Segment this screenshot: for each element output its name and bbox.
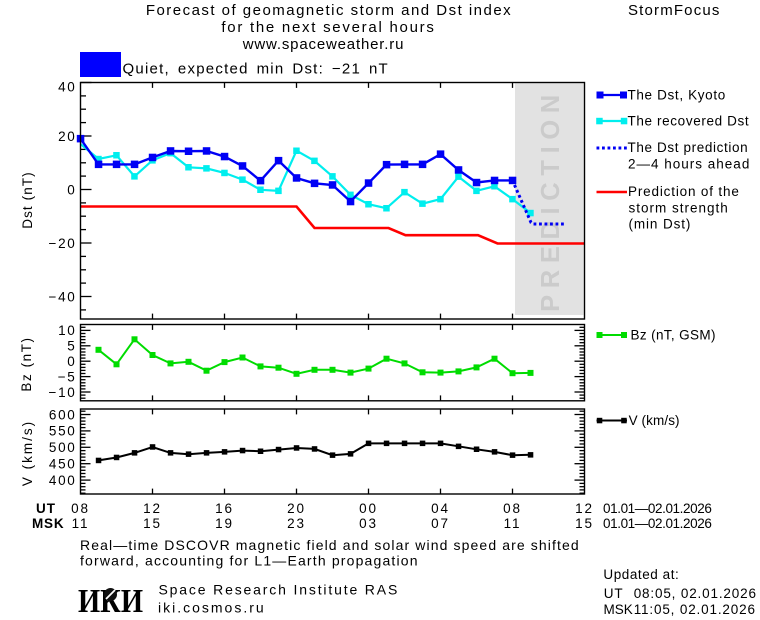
svg-text:V (km/s): V (km/s) xyxy=(20,420,35,486)
svg-text:−40: −40 xyxy=(49,289,77,304)
svg-text:16: 16 xyxy=(215,501,234,516)
svg-text:23: 23 xyxy=(287,516,306,531)
svg-text:500: 500 xyxy=(49,440,77,455)
svg-text:MSK: MSK xyxy=(32,516,64,531)
svg-text:03: 03 xyxy=(359,516,378,531)
svg-text:2—4 hours ahead: 2—4 hours ahead xyxy=(628,156,750,171)
svg-text:0: 0 xyxy=(67,182,76,197)
svg-text:08:05, 02.01.2026: 08:05, 02.01.2026 xyxy=(634,586,757,601)
svg-text:Quiet, expected min Dst: −21 n: Quiet, expected min Dst: −21 nT xyxy=(123,60,389,77)
svg-text:20: 20 xyxy=(287,501,306,516)
svg-text:Real—time DSCOVR magnetic fiel: Real—time DSCOVR magnetic field and sola… xyxy=(80,537,580,553)
svg-text:−10: −10 xyxy=(49,385,77,400)
svg-text:0: 0 xyxy=(67,354,76,369)
svg-text:07: 07 xyxy=(431,516,450,531)
svg-text:for the next several hours: for the next several hours xyxy=(221,19,435,36)
svg-text:www.spaceweather.ru: www.spaceweather.ru xyxy=(242,36,405,53)
svg-text:The Dst prediction: The Dst prediction xyxy=(628,140,749,155)
svg-text:400: 400 xyxy=(49,473,77,488)
svg-text:12: 12 xyxy=(143,501,162,516)
svg-text:UT: UT xyxy=(36,501,56,516)
svg-text:12: 12 xyxy=(575,501,594,516)
svg-text:40: 40 xyxy=(58,80,76,95)
svg-text:550: 550 xyxy=(49,424,77,439)
svg-text:Forecast of geomagnetic storm: Forecast of geomagnetic storm and Dst in… xyxy=(146,2,512,19)
svg-text:5: 5 xyxy=(67,339,76,354)
svg-text:Bz (nT, GSM): Bz (nT, GSM) xyxy=(631,328,716,343)
svg-text:11: 11 xyxy=(72,516,90,531)
svg-text:MSK: MSK xyxy=(604,602,633,617)
svg-text:Updated at:: Updated at: xyxy=(603,567,679,582)
svg-text:Prediction of the: Prediction of the xyxy=(628,184,740,199)
svg-text:20: 20 xyxy=(58,129,76,144)
svg-text:11: 11 xyxy=(504,516,522,531)
svg-text:600: 600 xyxy=(49,407,77,422)
svg-text:StormFocus: StormFocus xyxy=(628,2,721,19)
svg-text:forward, accounting for L1—Ear: forward, accounting for L1—Earth propaga… xyxy=(80,552,419,568)
svg-text:storm strength: storm strength xyxy=(629,200,729,215)
svg-text:The recovered Dst: The recovered Dst xyxy=(628,113,750,128)
svg-text:−20: −20 xyxy=(49,236,77,251)
svg-text:15: 15 xyxy=(143,516,162,531)
svg-text:Bz (nT): Bz (nT) xyxy=(19,336,34,391)
svg-text:(min Dst): (min Dst) xyxy=(629,217,692,232)
svg-text:V (km/s): V (km/s) xyxy=(629,413,680,428)
svg-text:00: 00 xyxy=(359,501,378,516)
svg-text:iki.cosmos.ru: iki.cosmos.ru xyxy=(158,599,266,615)
svg-text:UT: UT xyxy=(604,586,624,601)
svg-text:Dst (nT): Dst (nT) xyxy=(20,171,35,229)
svg-text:10: 10 xyxy=(58,323,76,338)
svg-text:The Dst, Kyoto: The Dst, Kyoto xyxy=(628,87,726,102)
svg-text:11:05, 02.01.2026: 11:05, 02.01.2026 xyxy=(634,602,756,617)
svg-text:01.01—02.01.2026: 01.01—02.01.2026 xyxy=(603,501,711,516)
svg-text:15: 15 xyxy=(575,516,594,531)
svg-text:04: 04 xyxy=(431,501,450,516)
svg-text:−5: −5 xyxy=(58,369,77,384)
svg-text:19: 19 xyxy=(215,516,234,531)
svg-text:01.01—02.01.2026: 01.01—02.01.2026 xyxy=(603,516,711,531)
svg-text:PREDICTION: PREDICTION xyxy=(537,88,565,312)
svg-text:08: 08 xyxy=(503,501,522,516)
svg-text:Space Research Institute RAS: Space Research Institute RAS xyxy=(159,582,400,598)
svg-text:08: 08 xyxy=(71,501,90,516)
svg-text:450: 450 xyxy=(49,457,77,472)
